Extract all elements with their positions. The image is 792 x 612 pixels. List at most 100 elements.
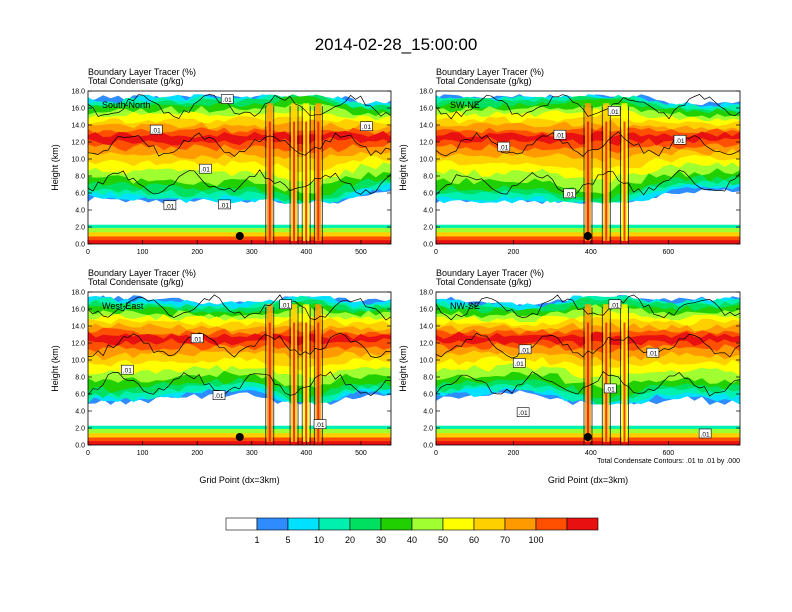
- y-tick-label: 4.0: [423, 409, 433, 416]
- panel-title-condensate: Total Condensate (g/kg): [88, 76, 184, 86]
- colorbar-label: 30: [376, 535, 386, 545]
- y-tick-label: 2.0: [423, 225, 433, 232]
- contour-label: .01: [646, 347, 660, 358]
- surface-band: [436, 240, 740, 244]
- contour-label: .01: [218, 199, 231, 209]
- x-tick-label: 0: [434, 249, 438, 256]
- condensate-contour: [436, 294, 740, 321]
- page-title: 2014-02-28_15:00:00: [315, 35, 478, 54]
- y-tick-label: 16.0: [419, 307, 433, 314]
- x-tick-label: 600: [663, 249, 675, 256]
- y-tick-label: 10.0: [419, 157, 433, 164]
- condensate-contour: [301, 307, 311, 445]
- y-tick-label: 18.0: [71, 290, 85, 297]
- y-tick-label: 6.0: [75, 191, 85, 198]
- updraft-core: [268, 121, 271, 241]
- tracer-band-11: [88, 331, 391, 346]
- x-tick-label: 500: [355, 450, 367, 457]
- contour-label: .01: [199, 163, 212, 174]
- condensate-contour: [436, 93, 740, 120]
- panel-title-condensate: Total Condensate (g/kg): [436, 277, 532, 287]
- condensate-contour: [88, 332, 391, 358]
- tracer-field: .01 .01 .01 .01 .01 .01: [88, 91, 391, 244]
- condensate-contour: [583, 106, 593, 244]
- y-tick-label: 12.0: [419, 140, 433, 147]
- x-tick-label: 200: [191, 249, 203, 256]
- contour-label: .01: [279, 299, 292, 309]
- y-tick-label: 12.0: [71, 341, 85, 348]
- contour-label-text: .01: [123, 368, 132, 375]
- contour-label-text: .01: [519, 410, 528, 417]
- updraft-core: [268, 322, 271, 442]
- contour-label: .01: [121, 364, 134, 375]
- contour-label-text: .01: [362, 124, 371, 131]
- contour-label: .01: [360, 121, 373, 131]
- updraft-core: [305, 322, 308, 442]
- panel-title-condensate: Total Condensate (g/kg): [436, 76, 532, 86]
- colorbar-label: 40: [407, 535, 417, 545]
- condensate-contour: [436, 131, 740, 157]
- x-tick-label: 0: [86, 249, 90, 256]
- contour-label: .01: [607, 106, 621, 116]
- panel-label: South-North: [102, 100, 151, 110]
- surface-band: [436, 441, 740, 445]
- colorbar-swatch: [287, 517, 320, 531]
- contour-label-text: .01: [610, 109, 619, 116]
- contour-label-text: .01: [521, 347, 530, 354]
- colorbar-swatch: [256, 517, 289, 531]
- panel-label: NW-SE: [450, 301, 480, 311]
- y-tick-label: 10.0: [71, 358, 85, 365]
- y-tick-label: 0.0: [423, 443, 433, 450]
- colorbar: 1 5 10 20 30 40 50 60 70 100: [225, 517, 599, 545]
- plot-frame: [435, 291, 741, 446]
- location-marker: [583, 232, 592, 240]
- y-tick-label: 10.0: [71, 157, 85, 164]
- x-tick-label: 500: [355, 249, 367, 256]
- y-tick-label: 8.0: [75, 174, 85, 181]
- condensate-contour: [289, 307, 299, 445]
- colorbar-swatch: [380, 517, 413, 531]
- x-tick-label: 300: [246, 450, 258, 457]
- panel-title-tracer: Boundary Layer Tracer (%): [436, 268, 544, 278]
- condensate-contour: [88, 94, 391, 119]
- condensate-contour: [436, 371, 740, 397]
- panel-west-east: Boundary Layer Tracer (%)Total Condensat…: [50, 268, 392, 485]
- colorbar-swatch: [318, 517, 351, 531]
- updraft-core: [623, 322, 626, 442]
- colorbar-swatch: [535, 517, 568, 531]
- contour-label: .01: [212, 390, 226, 400]
- y-tick-label: 18.0: [419, 290, 433, 297]
- surface-band: [88, 240, 391, 244]
- colorbar-swatch: [411, 517, 444, 531]
- condensate-contour: [88, 169, 391, 195]
- y-tick-label: 4.0: [423, 208, 433, 215]
- condensate-contour: [620, 307, 629, 445]
- colorbar-swatch: [566, 517, 599, 531]
- condensate-contour: [265, 106, 275, 244]
- contour-label: .01: [190, 333, 204, 343]
- updraft-core: [305, 121, 308, 241]
- updraft-core: [317, 322, 320, 442]
- panel-nw-se: Boundary Layer Tracer (%)Total Condensat…: [398, 268, 741, 485]
- contour-label: .01: [313, 419, 327, 429]
- x-tick-label: 0: [86, 450, 90, 457]
- location-marker: [235, 232, 244, 240]
- contour-label-text: .01: [223, 97, 232, 104]
- condensate-contour: [289, 106, 299, 244]
- contour-label-text: .01: [193, 336, 202, 343]
- contour-label-text: .01: [675, 138, 684, 145]
- contour-label-text: .01: [499, 145, 508, 152]
- colorbar-label: 70: [500, 535, 510, 545]
- condensate-contour: [301, 106, 311, 244]
- y-tick-label: 16.0: [71, 106, 85, 113]
- x-tick-label: 400: [301, 249, 313, 256]
- updraft-core: [293, 121, 296, 241]
- y-tick-label: 14.0: [71, 123, 85, 130]
- x-tick-label: 400: [585, 450, 597, 457]
- contour-label: .01: [518, 344, 532, 354]
- condensate-contour: [265, 307, 275, 445]
- footnote: Total Condensate Contours: .01 to .01 by…: [597, 458, 740, 465]
- y-axis-label: Height (km): [50, 144, 60, 191]
- panel-title-tracer: Boundary Layer Tracer (%): [88, 268, 196, 278]
- x-tick-label: 400: [301, 450, 313, 457]
